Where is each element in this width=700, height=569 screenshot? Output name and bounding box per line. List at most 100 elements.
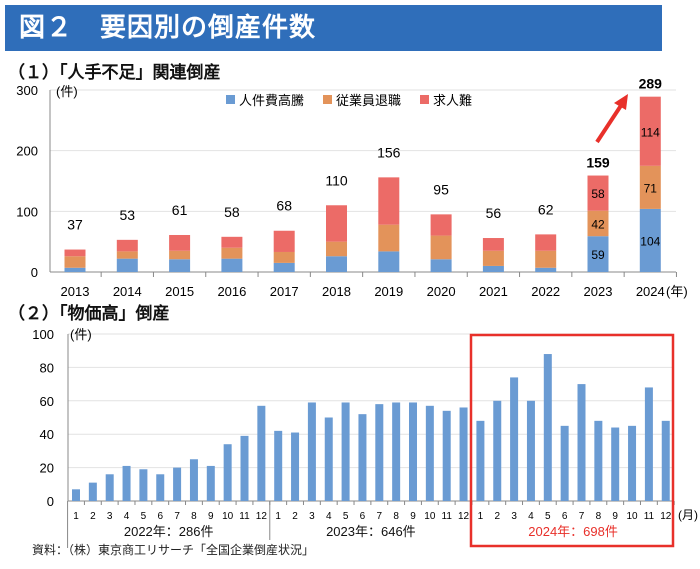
total-label: 61 bbox=[172, 202, 188, 218]
x-unit-label: (月) bbox=[678, 508, 698, 522]
bar-segment-求人難 bbox=[326, 205, 347, 242]
bar-2023年：646件-2 bbox=[291, 432, 300, 501]
total-label: 159 bbox=[586, 155, 610, 171]
bar-segment-従業員退職 bbox=[273, 251, 295, 263]
month-label: 1 bbox=[275, 511, 281, 522]
bar-segment-従業員退職 bbox=[378, 224, 400, 252]
bar-segment-人件費高騰 bbox=[221, 258, 243, 272]
bar-2022年：286件-4 bbox=[122, 465, 131, 501]
month-label: 9 bbox=[410, 511, 416, 522]
trend-arrow-head-icon bbox=[614, 94, 628, 110]
bar-segment-人件費高騰 bbox=[116, 258, 138, 272]
bar-segment-求人難 bbox=[587, 175, 609, 211]
month-label: 6 bbox=[360, 511, 366, 522]
legend-label: 求人難 bbox=[433, 93, 472, 108]
bar-2024年：698件-1 bbox=[476, 420, 485, 501]
month-label: 11 bbox=[644, 511, 655, 522]
bar-2024年：698件-12 bbox=[661, 420, 670, 501]
total-label: 289 bbox=[639, 76, 663, 92]
x-tick-label: 2023 bbox=[584, 284, 613, 299]
x-tick-label: 2022 bbox=[531, 284, 560, 299]
source-note: 資料：（株）東京商工リサーチ「全国企業倒産状況」 bbox=[32, 543, 315, 557]
bar-segment-従業員退職 bbox=[64, 256, 86, 268]
x-tick-label: 2018 bbox=[322, 284, 351, 299]
segment-label: 104 bbox=[640, 234, 660, 248]
bar-2023年：646件-7 bbox=[375, 404, 384, 501]
month-label: 4 bbox=[528, 511, 534, 522]
month-label: 9 bbox=[208, 511, 214, 522]
x-tick-label: 2017 bbox=[270, 284, 299, 299]
total-label: 68 bbox=[276, 198, 292, 214]
bar-2024年：698件-2 bbox=[493, 400, 502, 501]
total-label: 110 bbox=[325, 172, 348, 188]
month-label: 2 bbox=[494, 511, 500, 522]
labor-shortage-chart: 0 100 200 300 (件) 2013 37 2014 53 2015 61 2016 58 201… bbox=[16, 76, 687, 299]
x-tick-label: 2020 bbox=[427, 284, 456, 299]
total-label: 53 bbox=[120, 207, 136, 223]
legend-label: 人件費高騰 bbox=[239, 93, 304, 108]
bar-segment-従業員退職 bbox=[535, 250, 557, 268]
bar-2023年：646件-3 bbox=[307, 402, 316, 501]
x-tick-label: 2015 bbox=[165, 284, 194, 299]
segment-label: 42 bbox=[591, 217, 605, 231]
bar-segment-従業員退職 bbox=[587, 210, 609, 237]
bar-segment-求人難 bbox=[639, 96, 661, 166]
total-label: 62 bbox=[538, 201, 554, 217]
x-tick-label: 2019 bbox=[374, 284, 403, 299]
total-label: 58 bbox=[224, 204, 240, 220]
bar-segment-求人難 bbox=[535, 234, 557, 251]
bar-segment-従業員退職 bbox=[482, 250, 504, 266]
bar-segment-人件費高騰 bbox=[587, 236, 609, 272]
bar-2024年：698件-3 bbox=[510, 377, 519, 501]
month-label: 10 bbox=[626, 511, 638, 522]
month-label: 10 bbox=[424, 511, 436, 522]
bar-2023年：646件-5 bbox=[341, 402, 350, 501]
month-label: 7 bbox=[377, 511, 383, 522]
bar-2023年：646件-8 bbox=[392, 402, 401, 501]
legend-swatch bbox=[323, 95, 332, 104]
segment-label: 114 bbox=[641, 125, 660, 139]
month-label: 3 bbox=[511, 511, 517, 522]
bar-2024年：698件-4 bbox=[526, 400, 535, 501]
x-tick-label: 2021 bbox=[479, 284, 508, 299]
bar-segment-従業員退職 bbox=[116, 251, 138, 259]
x-tick-label: 2013 bbox=[61, 284, 90, 299]
bar-2022年：286件-1 bbox=[72, 489, 80, 501]
x-tick-label: 2014 bbox=[113, 284, 142, 299]
legend-label: 従業員退職 bbox=[336, 93, 401, 108]
month-label: 9 bbox=[612, 511, 618, 522]
month-label: 8 bbox=[393, 511, 399, 522]
bar-2024年：698件-11 bbox=[644, 387, 653, 501]
bar-segment-従業員退職 bbox=[221, 247, 243, 259]
y-tick-label: 0 bbox=[31, 265, 38, 280]
group-label: 2022年：286件 bbox=[124, 524, 214, 539]
bar-segment-求人難 bbox=[221, 236, 243, 248]
y-tick-label: 0 bbox=[47, 494, 54, 509]
bar-2022年：286件-8 bbox=[189, 459, 198, 501]
bar-segment-人件費高騰 bbox=[64, 267, 86, 272]
month-label: 2 bbox=[292, 511, 298, 522]
month-label: 4 bbox=[326, 511, 332, 522]
y-unit-label: (件) bbox=[56, 84, 78, 99]
bar-segment-人件費高騰 bbox=[378, 251, 400, 272]
total-label: 156 bbox=[377, 144, 401, 160]
bar-2024年：698件-8 bbox=[594, 420, 603, 501]
bar-segment-求人難 bbox=[273, 230, 295, 252]
month-label: 11 bbox=[239, 511, 250, 522]
month-label: 5 bbox=[545, 511, 551, 522]
bar-2023年：646件-11 bbox=[442, 410, 451, 501]
segment-label: 58 bbox=[591, 187, 605, 201]
chart1-title: （１）「人手不足」関連倒産 bbox=[8, 63, 221, 83]
bar-segment-人件費高騰 bbox=[535, 267, 557, 272]
total-label: 37 bbox=[67, 217, 83, 233]
month-label: 3 bbox=[107, 511, 113, 522]
group-label: 2023年：646件 bbox=[326, 524, 416, 539]
month-label: 3 bbox=[309, 511, 315, 522]
chart2-title: （２）「物価高」倒産 bbox=[8, 304, 170, 324]
y-tick-label: 200 bbox=[16, 144, 38, 159]
month-label: 12 bbox=[458, 511, 470, 522]
y-tick-label: 300 bbox=[16, 83, 38, 98]
bar-2023年：646件-1 bbox=[274, 430, 283, 501]
bar-segment-人件費高騰 bbox=[482, 265, 504, 272]
bar-segment-求人難 bbox=[116, 239, 138, 252]
